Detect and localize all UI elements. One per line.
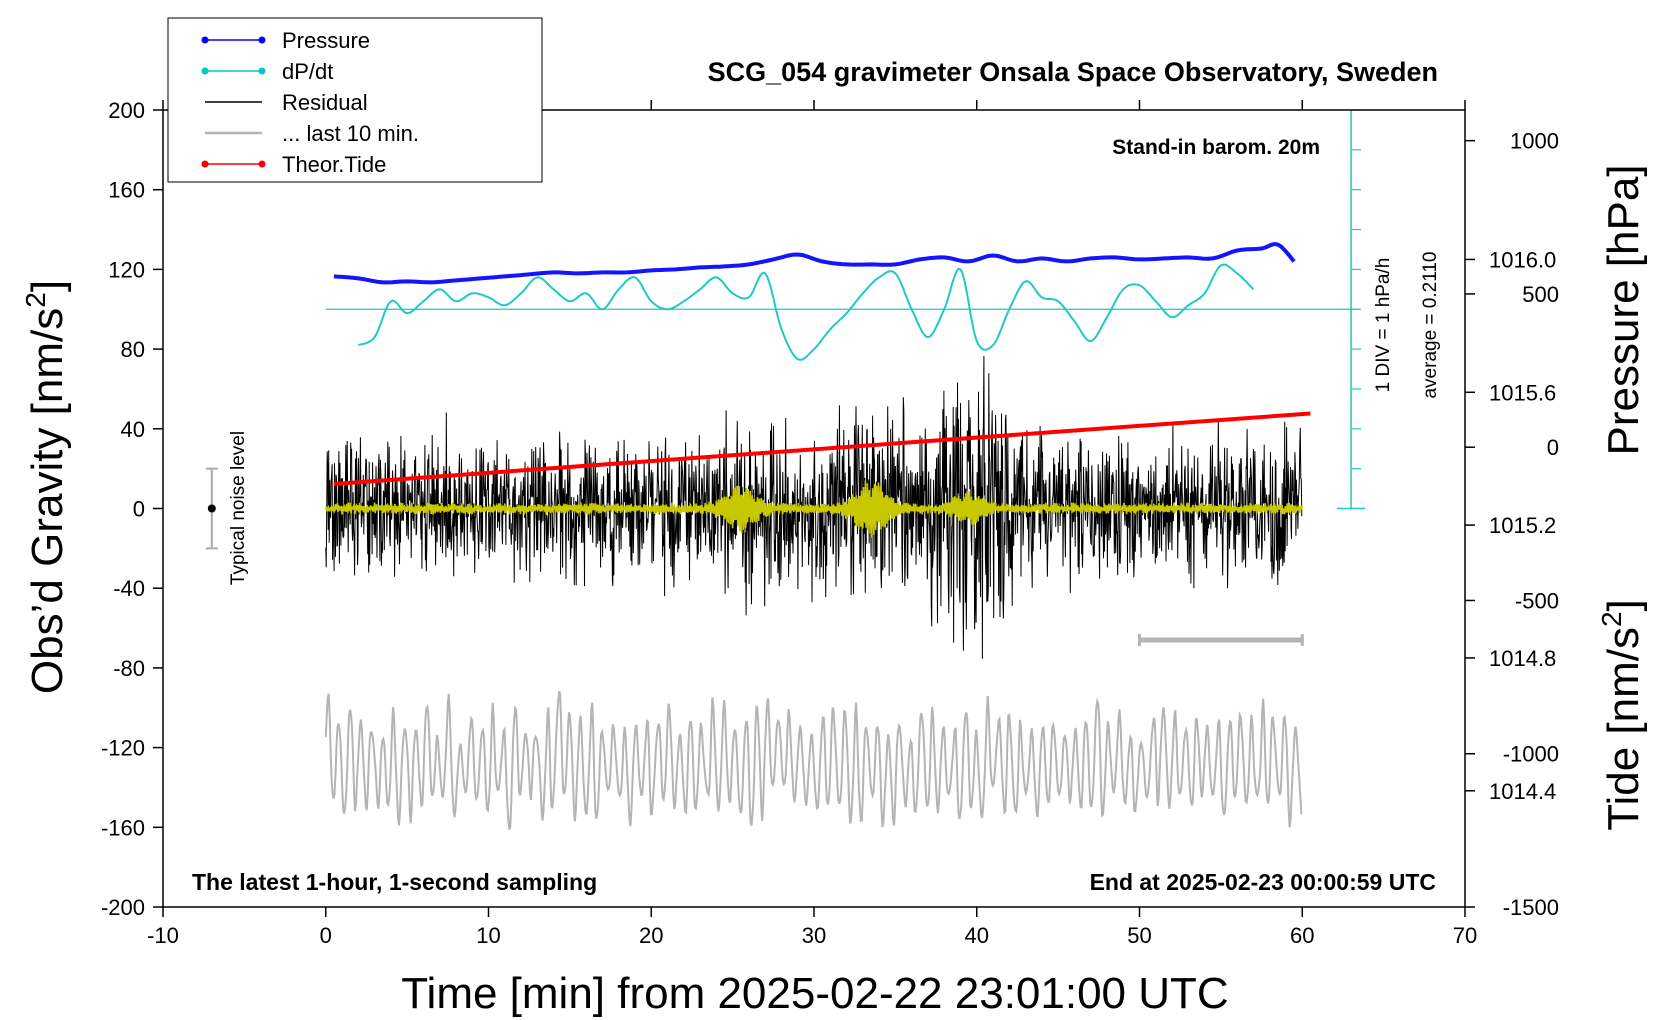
y-tick-label: -80	[113, 656, 145, 681]
y-tick-label: -40	[113, 576, 145, 601]
last-10-min-trace	[324, 690, 1303, 830]
y-tick-label: 0	[133, 497, 145, 522]
pressure-tick-label: 1014.4	[1489, 779, 1556, 804]
x-tick-label: 40	[965, 923, 989, 948]
legend-label: Pressure	[282, 28, 370, 53]
y-axis-label-tide: Tide [nm/s2]	[1596, 599, 1648, 831]
y-axis-label-pressure: Pressure [hPa]	[1599, 164, 1648, 455]
pressure-line	[333, 241, 1296, 285]
legend-marker-left	[201, 67, 209, 75]
y-tick-label: 40	[121, 417, 145, 442]
tide-tick-label: -1000	[1503, 742, 1559, 767]
x-axis-label: Time [min] from 2025-02-22 23:01:00 UTC	[401, 969, 1228, 1018]
legend-label: dP/dt	[282, 59, 333, 84]
legend-marker-left	[201, 160, 209, 168]
tide-tick-label: -1500	[1503, 895, 1559, 920]
theoretical-tide-line	[333, 411, 1311, 486]
axes-layer: -10 0 10 20 30 40 50 60 70 -200 -160 -120 -80 -40 0 40 8…	[101, 98, 1559, 948]
pressure-tick-label: 1014.8	[1489, 646, 1556, 671]
pressure-tick-label: 1016.0	[1489, 247, 1556, 272]
x-tick-label: 30	[802, 923, 826, 948]
tide-tick-label: 1000	[1510, 129, 1559, 154]
x-tick-label: 20	[639, 923, 663, 948]
pressure-tick-label: 1015.2	[1489, 513, 1556, 538]
dpdt-line	[358, 263, 1255, 361]
y-tick-label: 160	[108, 178, 145, 203]
noise-level-dot	[207, 504, 216, 513]
legend-marker-left	[201, 36, 209, 44]
legend-box	[167, 17, 543, 183]
y-tick-label: -120	[101, 736, 145, 761]
tide-tick-label: 500	[1522, 282, 1559, 307]
legend-marker-right	[258, 36, 266, 44]
x-tick-label: 0	[320, 923, 332, 948]
noise-level-label: Typical noise level	[228, 431, 249, 585]
y-tick-label: -160	[101, 815, 145, 840]
noise-level-indicator: Typical noise level	[205, 431, 249, 585]
chart-title: SCG_054 gravimeter Onsala Space Observat…	[708, 57, 1438, 87]
y-axis-label-gravity: Obs’d Gravity [nm/s2]	[20, 280, 72, 694]
sampling-note: The latest 1-hour, 1-second sampling	[192, 869, 597, 895]
trace-layer	[324, 109, 1366, 830]
x-tick-label: 60	[1290, 923, 1314, 948]
x-tick-label: 10	[476, 923, 500, 948]
x-tick-label: -10	[147, 923, 179, 948]
y-tick-label: 120	[108, 257, 145, 282]
legend: Pressure dP/dt Residual ... last 10 min. The…	[167, 17, 543, 183]
tide-tick-label: 0	[1547, 435, 1559, 460]
pressure-tick-label: 1015.6	[1489, 380, 1556, 405]
tide-tick-label: -500	[1515, 588, 1559, 613]
x-tick-label: 70	[1453, 923, 1477, 948]
dpdt-average-label: average = 0.2110	[1420, 251, 1441, 398]
residual-line	[325, 355, 1303, 659]
barometer-note: Stand-in barom. 20m	[1112, 136, 1320, 159]
legend-marker-right	[258, 67, 266, 75]
residual-filtered-line	[325, 480, 1303, 539]
legend-marker-right	[258, 160, 266, 168]
y-tick-label: 80	[121, 337, 145, 362]
x-tick-label: 50	[1127, 923, 1151, 948]
legend-label: Residual	[282, 90, 368, 115]
end-time-note: End at 2025-02-23 00:00:59 UTC	[1090, 869, 1436, 895]
y-tick-label: -200	[101, 895, 145, 920]
dpdt-scale-label: 1 DIV = 1 hPa/h	[1373, 258, 1394, 393]
legend-label: ... last 10 min.	[282, 121, 419, 146]
y-tick-label: 200	[108, 98, 145, 123]
legend-label: Theor.Tide	[282, 152, 386, 177]
